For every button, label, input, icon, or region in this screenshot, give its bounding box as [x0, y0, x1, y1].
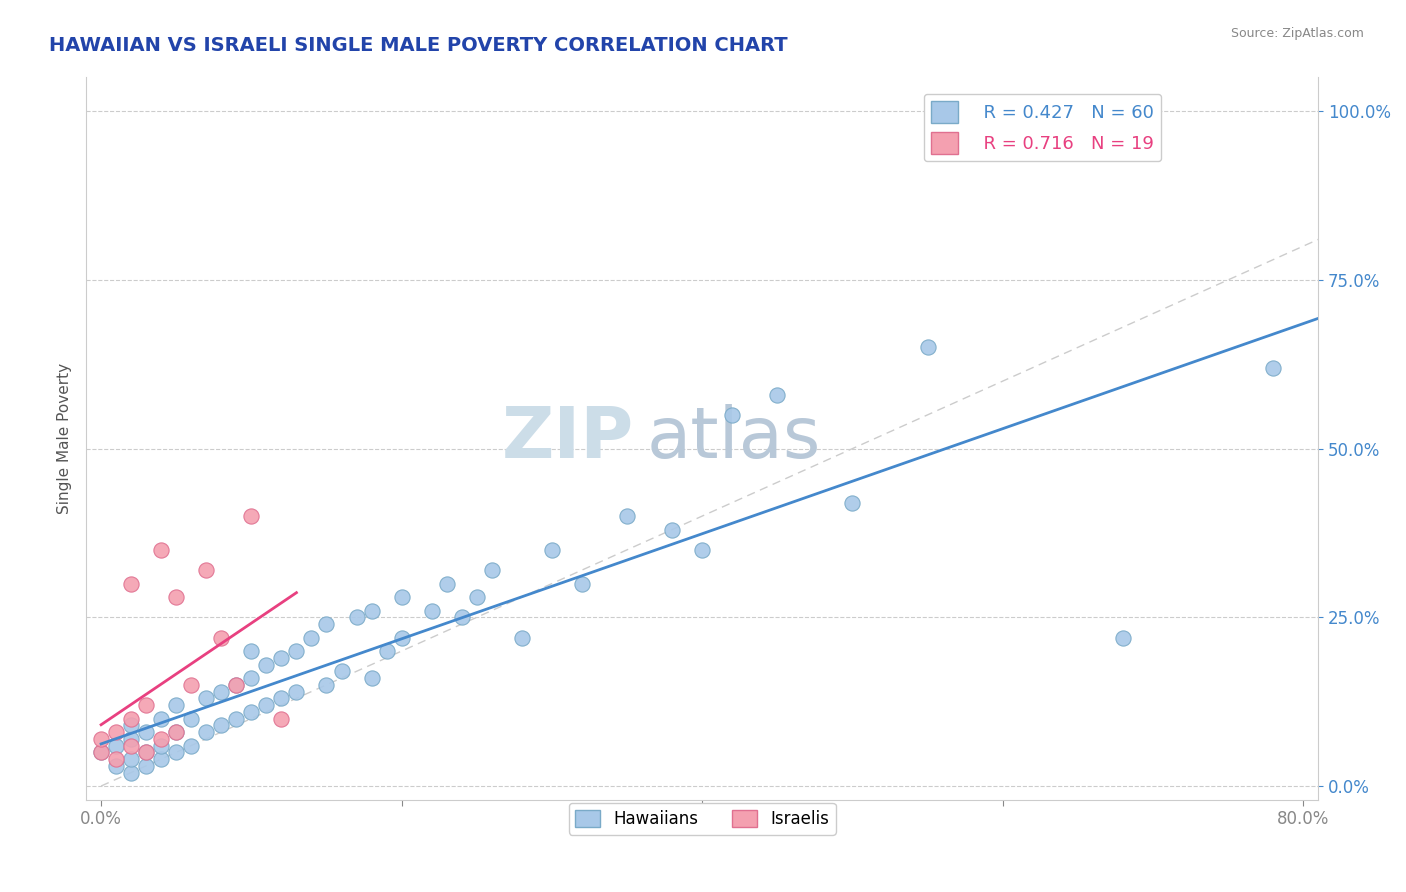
Point [360, 671, 382, 685]
Point [150, 542, 173, 557]
Point [165, 725, 187, 739]
Point [195, 725, 218, 739]
Point [285, 644, 308, 658]
Point [105, 739, 128, 753]
Y-axis label: Single Male Poverty: Single Male Poverty [58, 363, 72, 514]
Point [120, 712, 142, 726]
Point [209, 718, 232, 732]
Point [330, 665, 353, 679]
Point [180, 739, 202, 753]
Point [917, 340, 939, 354]
Point [240, 705, 263, 719]
Point [1112, 631, 1135, 645]
Point [150, 739, 173, 753]
Point [120, 576, 142, 591]
Point [90, 745, 112, 759]
Point [225, 712, 247, 726]
Point [661, 523, 683, 537]
Point [105, 725, 128, 739]
Point [120, 731, 142, 746]
Point [766, 387, 789, 401]
Point [90, 731, 112, 746]
Point [285, 684, 308, 698]
Legend: Hawaiians, Israelis: Hawaiians, Israelis [568, 803, 835, 835]
Point [240, 671, 263, 685]
Point [346, 610, 368, 624]
Point [135, 745, 157, 759]
Point [240, 509, 263, 524]
Point [450, 610, 472, 624]
Text: HAWAIIAN VS ISRAELI SINGLE MALE POVERTY CORRELATION CHART: HAWAIIAN VS ISRAELI SINGLE MALE POVERTY … [49, 36, 787, 54]
Point [165, 745, 187, 759]
Point [120, 752, 142, 766]
Point [315, 617, 337, 632]
Point [195, 563, 218, 577]
Point [690, 542, 713, 557]
Point [240, 644, 263, 658]
Point [180, 712, 202, 726]
Point [375, 644, 398, 658]
Text: atlas: atlas [647, 404, 821, 473]
Point [254, 657, 277, 672]
Point [360, 603, 382, 617]
Point [150, 752, 173, 766]
Point [120, 739, 142, 753]
Point [420, 603, 443, 617]
Point [270, 712, 292, 726]
Point [150, 731, 173, 746]
Point [135, 725, 157, 739]
Point [510, 631, 533, 645]
Point [209, 684, 232, 698]
Point [120, 718, 142, 732]
Text: ZIP: ZIP [502, 404, 634, 473]
Point [270, 691, 292, 706]
Point [270, 650, 292, 665]
Point [315, 678, 337, 692]
Point [301, 631, 323, 645]
Point [1263, 360, 1285, 375]
Point [841, 495, 863, 509]
Point [90, 745, 112, 759]
Point [165, 590, 187, 604]
Point [135, 745, 157, 759]
Point [150, 712, 173, 726]
Point [465, 590, 488, 604]
Point [165, 725, 187, 739]
Point [105, 758, 128, 772]
Point [180, 678, 202, 692]
Point [391, 631, 413, 645]
Point [436, 576, 458, 591]
Point [195, 691, 218, 706]
Point [120, 765, 142, 780]
Point [225, 678, 247, 692]
Text: Source: ZipAtlas.com: Source: ZipAtlas.com [1230, 27, 1364, 40]
Point [541, 542, 564, 557]
Point [135, 758, 157, 772]
Point [254, 698, 277, 712]
Point [391, 590, 413, 604]
Point [225, 678, 247, 692]
Point [165, 698, 187, 712]
Point [105, 752, 128, 766]
Point [209, 631, 232, 645]
Point [135, 698, 157, 712]
Point [616, 509, 638, 524]
Point [571, 576, 593, 591]
Point [721, 408, 744, 422]
Point [481, 563, 503, 577]
